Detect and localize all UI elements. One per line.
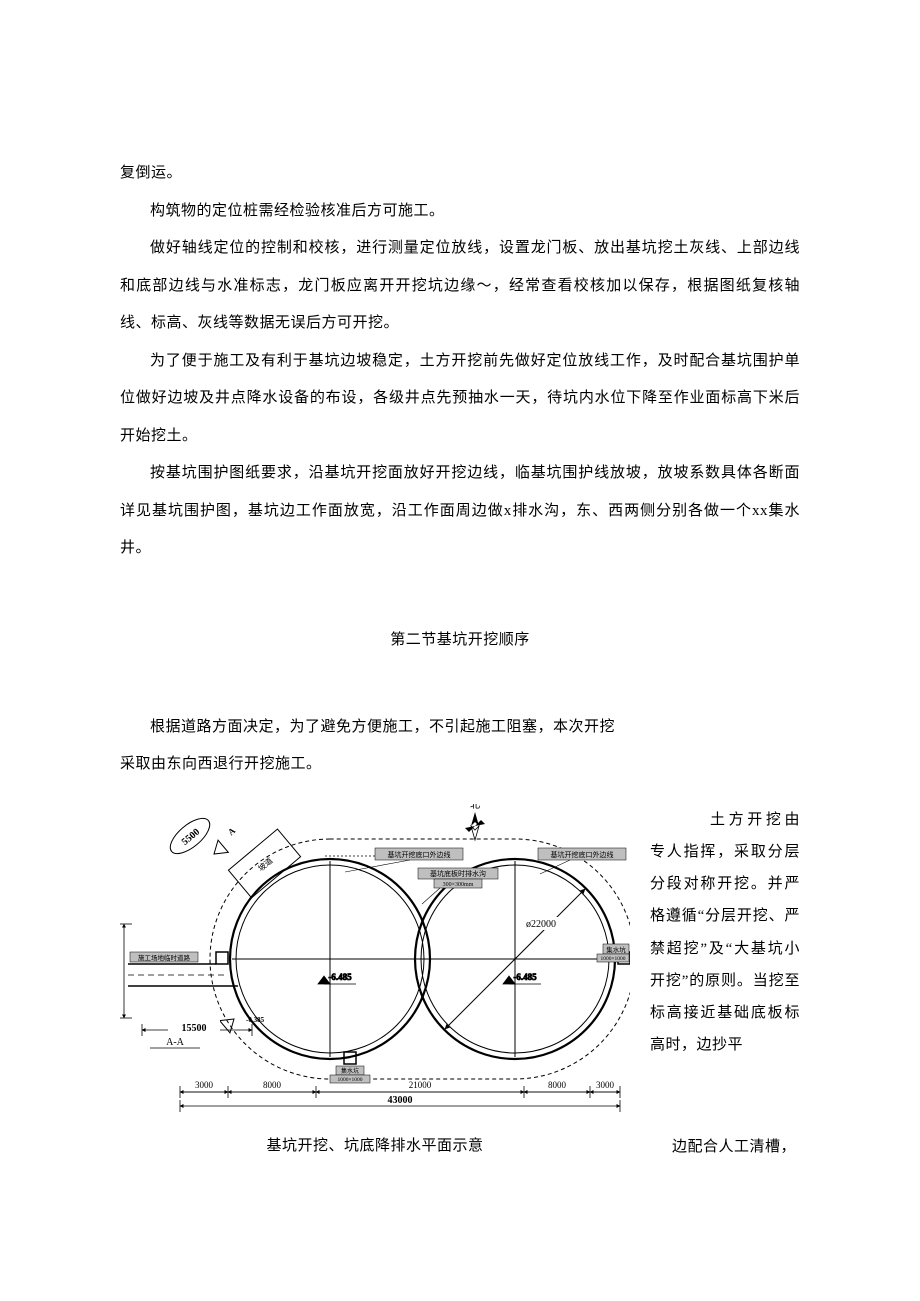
- annot-top-left: 基坑开挖底口外边线: [388, 850, 451, 859]
- paragraph: 做好轴线定位的控制和校核，进行测量定位放线，设置龙门板、放出基坑挖土灰线、上部边…: [120, 230, 800, 343]
- side-text-column: 土方开挖由专人指挥，采取分层分段对称开挖。并严格遵循“分层开挖、严禁超挖”及“大…: [630, 804, 800, 1062]
- paragraph: 构筑物的定位桩需经检验核准后方可施工。: [120, 193, 800, 231]
- figure-column: ø22000 北 5500: [120, 804, 630, 1155]
- figure-diagram: ø22000 北 5500: [120, 804, 630, 1120]
- dim-3000b: 3000: [596, 1080, 615, 1090]
- dim-8000b: 8000: [548, 1080, 567, 1090]
- annot-top-right: 基坑开挖底口外边线: [551, 850, 614, 859]
- annot-sump-r: 集水坑: [606, 945, 626, 954]
- section-title: 第二节基坑开挖顺序: [120, 628, 800, 649]
- svg-text:集水坑: 集水坑: [341, 1067, 359, 1075]
- annot-construction-road: 施工场地临时道路: [138, 953, 191, 962]
- dim-5500: 5500: [180, 826, 202, 847]
- paragraph: 采取由东向西退行开挖施工。: [120, 746, 800, 784]
- elev-left: -6.485: [328, 972, 352, 982]
- dim-phi22000: ø22000: [526, 919, 556, 930]
- paragraph: 为了便于施工及有利于基坑边坡稳定，土方开挖前先做好定位放线工作，及时配合基坑围护…: [120, 343, 800, 456]
- paragraph: 按基坑围护图纸要求，沿基坑开挖面放好开挖边线，临基坑围护线放坡，放坡系数具体各断…: [120, 455, 800, 568]
- figure-caption: 基坑开挖、坑底降排水平面示意: [266, 1134, 483, 1155]
- svg-text:-0.385: -0.385: [246, 1016, 265, 1024]
- svg-text:1000×1000: 1000×1000: [600, 956, 625, 962]
- dim-21000: 21000: [409, 1080, 432, 1090]
- dim-43000: 43000: [388, 1095, 413, 1106]
- svg-text:坡道: 坡道: [256, 855, 275, 873]
- svg-text:A: A: [226, 825, 238, 837]
- dim-8000a: 8000: [263, 1080, 282, 1090]
- label-aa: A-A: [166, 1037, 185, 1048]
- dim-15500: 15500: [182, 1023, 207, 1034]
- svg-text:1000×1000: 1000×1000: [337, 1077, 362, 1083]
- figure-text-row: ø22000 北 5500: [120, 804, 800, 1155]
- side-paragraph: 土方开挖由专人指挥，采取分层分段对称开挖。并严格遵循“分层开挖、严禁超挖”及“大…: [650, 804, 800, 1062]
- paragraph: 根据道路方面决定，为了避免方便施工，不引起施工阻塞，本次开挖: [120, 709, 800, 747]
- paragraph: 复倒运。: [120, 155, 800, 193]
- elev-right: -6.485: [513, 972, 537, 982]
- annot-drain-sub: 300×300mm: [443, 882, 474, 888]
- north-icon: 北: [465, 804, 485, 840]
- annot-drain: 基坑底板时排水沟: [430, 869, 486, 878]
- svg-text:北: 北: [470, 804, 480, 811]
- dim-3000a: 3000: [195, 1080, 214, 1090]
